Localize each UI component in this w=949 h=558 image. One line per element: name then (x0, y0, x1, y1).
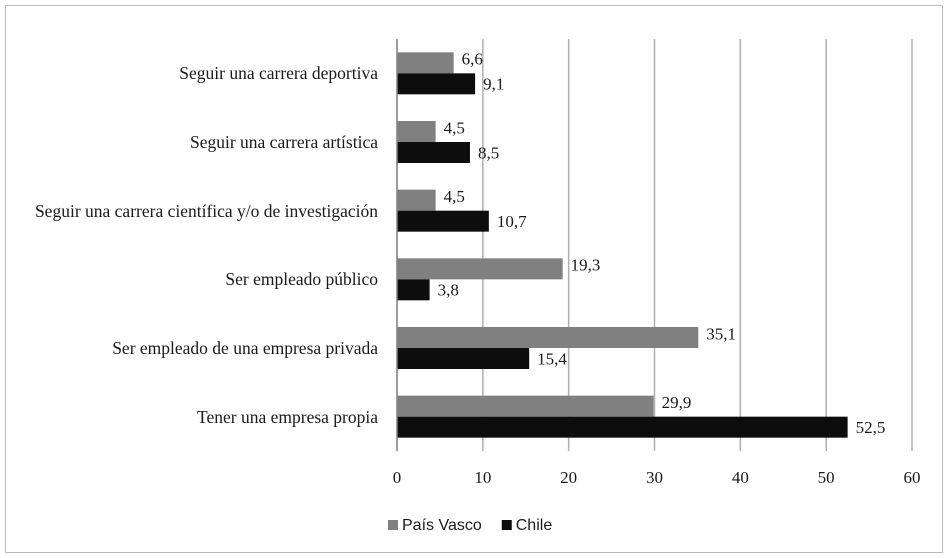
value-label: 10,7 (497, 212, 527, 231)
bar (397, 121, 436, 142)
bar (397, 395, 654, 417)
x-tick-label: 50 (818, 468, 835, 487)
bar (397, 279, 430, 301)
value-label: 15,4 (537, 349, 567, 368)
value-label: 9,1 (483, 75, 504, 94)
category-label: Seguir una carrera artística (189, 132, 378, 152)
bar (397, 52, 454, 74)
legend-swatch (388, 520, 398, 530)
category-label: Seguir una carrera deportiva (179, 63, 378, 84)
value-label: 29,9 (662, 393, 692, 412)
x-tick-label: 40 (732, 468, 749, 487)
x-tick-label: 60 (904, 468, 921, 487)
x-tick-label: 20 (560, 468, 577, 487)
value-label: 3,8 (438, 281, 459, 300)
value-label: 6,6 (462, 50, 483, 69)
legend-label: País Vasco (402, 517, 482, 534)
legend-swatch (501, 520, 512, 530)
bar (397, 210, 489, 232)
value-label: 4,5 (444, 118, 465, 137)
x-tick-label: 0 (393, 468, 402, 487)
bar (397, 142, 470, 163)
category-label: Tener una empresa propia (197, 406, 378, 427)
legend-label: Chile (516, 517, 553, 534)
x-tick-label: 30 (646, 468, 663, 487)
frame (5, 5, 943, 553)
category-label: Ser empleado público (225, 269, 378, 290)
value-label: 35,1 (706, 324, 736, 343)
value-label: 52,5 (856, 418, 886, 437)
bar (397, 416, 848, 438)
value-label: 19,3 (571, 256, 601, 275)
value-label: 4,5 (444, 187, 465, 206)
bar (397, 348, 530, 369)
bar (397, 327, 699, 348)
x-tick-label: 10 (474, 468, 491, 487)
bar (397, 73, 476, 95)
value-label: 8,5 (478, 143, 499, 162)
bar (397, 189, 436, 211)
category-label: Seguir una carrera científica y/o de inv… (34, 200, 378, 221)
category-label: Ser empleado de una empresa privada (112, 338, 378, 358)
bar (397, 258, 563, 280)
